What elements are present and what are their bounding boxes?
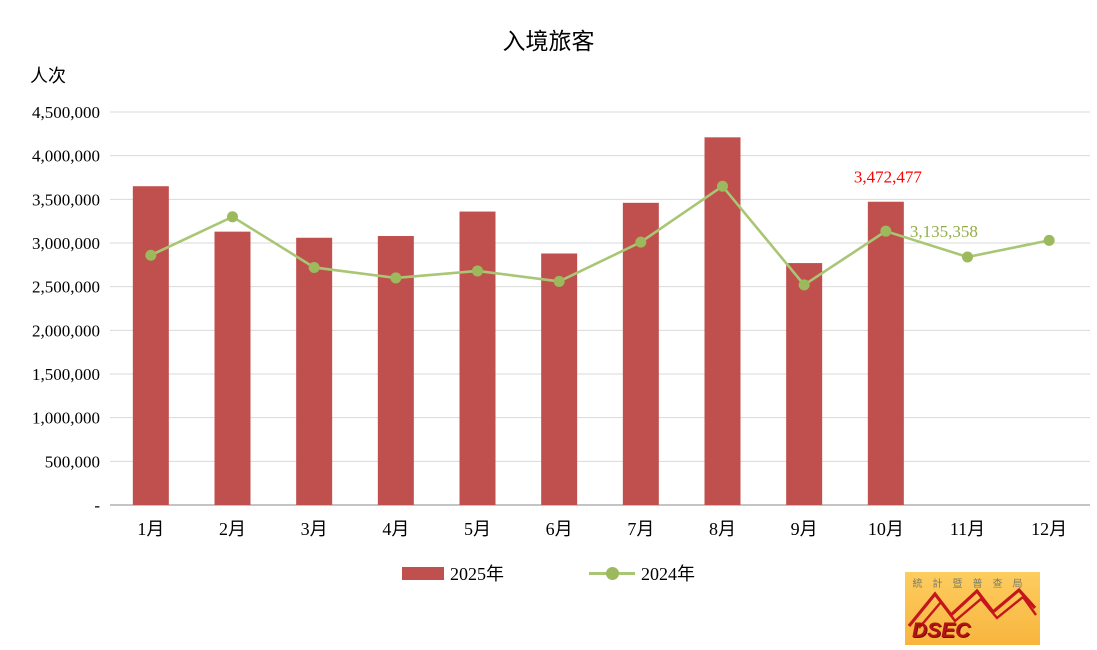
y-tick-label: 500,000 — [45, 452, 100, 471]
y-tick-label: 2,500,000 — [32, 278, 100, 297]
logo-org-name: 統計暨普查局 — [912, 579, 1033, 590]
legend-item-2025: 2025年 — [402, 560, 504, 586]
line-marker — [635, 236, 647, 248]
x-tick-label: 8月 — [709, 519, 736, 539]
x-tick-label: 7月 — [627, 519, 654, 539]
bar-2025年 — [541, 253, 578, 505]
x-tick-label: 3月 — [301, 519, 328, 539]
logo-acronym: DSEC — [912, 619, 971, 642]
x-tick-label: 5月 — [464, 519, 491, 539]
y-tick-label: 4,000,000 — [32, 147, 100, 166]
line-marker — [227, 211, 238, 223]
line-marker — [880, 225, 892, 237]
y-tick-label: - — [94, 496, 100, 515]
legend-swatch-bar-2025 — [402, 566, 444, 580]
x-tick-label: 9月 — [791, 519, 818, 539]
bar-2025年 — [214, 231, 251, 505]
bar-2025年 — [704, 137, 741, 505]
data-label-2024年: 3,135,358 — [910, 222, 978, 241]
legend-item-2024: 2024年 — [589, 560, 695, 586]
dsec-logo: 統計暨普查局 DSEC — [905, 572, 1040, 645]
y-tick-label: 3,500,000 — [32, 190, 100, 209]
line-marker — [1043, 234, 1055, 246]
line-2024年 — [150, 184, 1050, 287]
legend-marker-dot — [606, 566, 619, 580]
x-tick-label: 11月 — [950, 519, 985, 539]
legend-label-2024: 2024年 — [641, 564, 695, 584]
y-tick-label: 1,000,000 — [32, 409, 100, 428]
y-axis-unit-label: 人次 — [30, 66, 66, 86]
line-marker — [798, 279, 810, 291]
x-tick-label: 12月 — [1031, 519, 1067, 539]
bar-2025年 — [622, 202, 659, 505]
line-marker — [390, 272, 402, 284]
x-tick-label: 10月 — [868, 519, 904, 539]
bar-2025年 — [867, 201, 904, 506]
data-label-2025年: 3,472,477 — [854, 168, 923, 187]
x-tick-label: 6月 — [546, 519, 573, 539]
x-tick-label: 4月 — [382, 519, 409, 539]
bar-2025年 — [786, 263, 823, 505]
line-marker — [308, 261, 320, 273]
line-marker — [553, 275, 565, 287]
y-tick-label: 4,500,000 — [32, 103, 100, 122]
y-tick-label: 1,500,000 — [32, 365, 100, 384]
x-tick-label: 2月 — [219, 519, 246, 539]
line-marker — [145, 249, 157, 261]
y-tick-label: 3,000,000 — [32, 234, 100, 253]
chart-legend: 2025年 2024年 — [0, 560, 1097, 586]
legend-label-2025: 2025年 — [450, 564, 504, 584]
bar-2025年 — [459, 211, 496, 505]
line-marker — [472, 265, 483, 277]
bar-2025年 — [296, 237, 333, 505]
logo-zigzag-graphic — [907, 588, 1037, 629]
bar-2025年 — [132, 186, 169, 505]
y-tick-label: 2,000,000 — [32, 321, 100, 340]
line-marker — [717, 180, 728, 192]
line-marker — [962, 251, 973, 263]
chart-title: 入境旅客 — [502, 29, 595, 54]
x-tick-label: 1月 — [137, 519, 164, 539]
legend-swatch-line-2024 — [589, 566, 635, 580]
